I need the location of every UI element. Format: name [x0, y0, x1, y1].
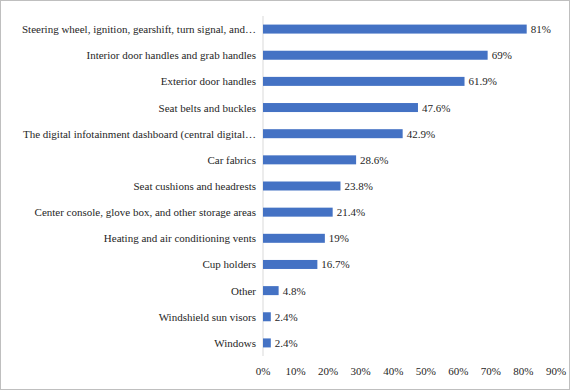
tick-label: 40%	[383, 365, 403, 377]
data-label: 16.7%	[321, 258, 349, 270]
data-label: 2.4%	[275, 337, 298, 349]
tick-mark	[360, 356, 361, 359]
category-label: Center console, glove box, and other sto…	[35, 206, 256, 218]
bar	[263, 77, 465, 86]
bar	[263, 182, 340, 191]
tick-mark	[425, 356, 426, 359]
tick-label: 80%	[513, 365, 533, 377]
tick-label: 50%	[416, 365, 436, 377]
data-label: 28.6%	[360, 154, 388, 166]
tick-mark	[263, 356, 264, 359]
tick-label: 10%	[285, 365, 305, 377]
tick-label: 90%	[546, 365, 566, 377]
bar	[263, 286, 279, 295]
category-label: Cup holders	[203, 258, 256, 270]
category-label: The digital infotainment dashboard (cent…	[23, 128, 256, 141]
tick-mark	[556, 356, 557, 359]
bar	[263, 260, 317, 269]
bars	[263, 25, 527, 348]
tick-label: 0%	[256, 365, 271, 377]
bar	[263, 103, 418, 112]
tick-label: 30%	[351, 365, 371, 377]
category-label: Windows	[214, 337, 256, 349]
frame	[1, 1, 570, 390]
category-label: Interior door handles and grab handles	[86, 49, 256, 61]
category-label: Seat cushions and headrests	[134, 180, 257, 192]
data-label: 81%	[531, 23, 551, 35]
tick-label: 60%	[448, 365, 468, 377]
data-label: 4.8%	[283, 285, 306, 297]
bar	[263, 234, 325, 243]
category-label: Windshield sun visors	[159, 311, 256, 323]
tick-mark	[458, 356, 459, 359]
data-label: 19%	[329, 232, 349, 244]
data-label: 21.4%	[337, 206, 365, 218]
bar	[263, 312, 271, 321]
data-label: 47.6%	[422, 102, 450, 114]
data-label: 69%	[492, 49, 512, 61]
category-label: Other	[231, 285, 256, 297]
category-label: Car fabrics	[207, 154, 256, 166]
tick-mark	[328, 356, 329, 359]
tick-mark	[523, 356, 524, 359]
data-label: 23.8%	[344, 180, 372, 192]
tick-mark	[490, 356, 491, 359]
category-label: Exterior door handles	[161, 75, 256, 87]
data-label: 2.4%	[275, 311, 298, 323]
category-label: Heating and air conditioning vents	[104, 232, 256, 244]
category-label: Seat belts and buckles	[159, 102, 256, 114]
tick-mark	[393, 356, 394, 359]
data-label: 42.9%	[407, 128, 435, 140]
bar	[263, 338, 271, 347]
bar	[263, 25, 527, 34]
tick-label: 20%	[318, 365, 338, 377]
category-label: Steering wheel, ignition, gearshift, tur…	[22, 23, 256, 35]
tick-label: 70%	[481, 365, 501, 377]
bar	[263, 51, 488, 60]
data-label: 61.9%	[469, 75, 497, 87]
bar	[263, 155, 356, 164]
bar	[263, 208, 333, 217]
tick-mark	[295, 356, 296, 359]
bar	[263, 129, 403, 138]
chart: 0% 10% 20% 30% 40% 50% 60% 70% 80% 90% Steering wh…	[0, 0, 570, 390]
